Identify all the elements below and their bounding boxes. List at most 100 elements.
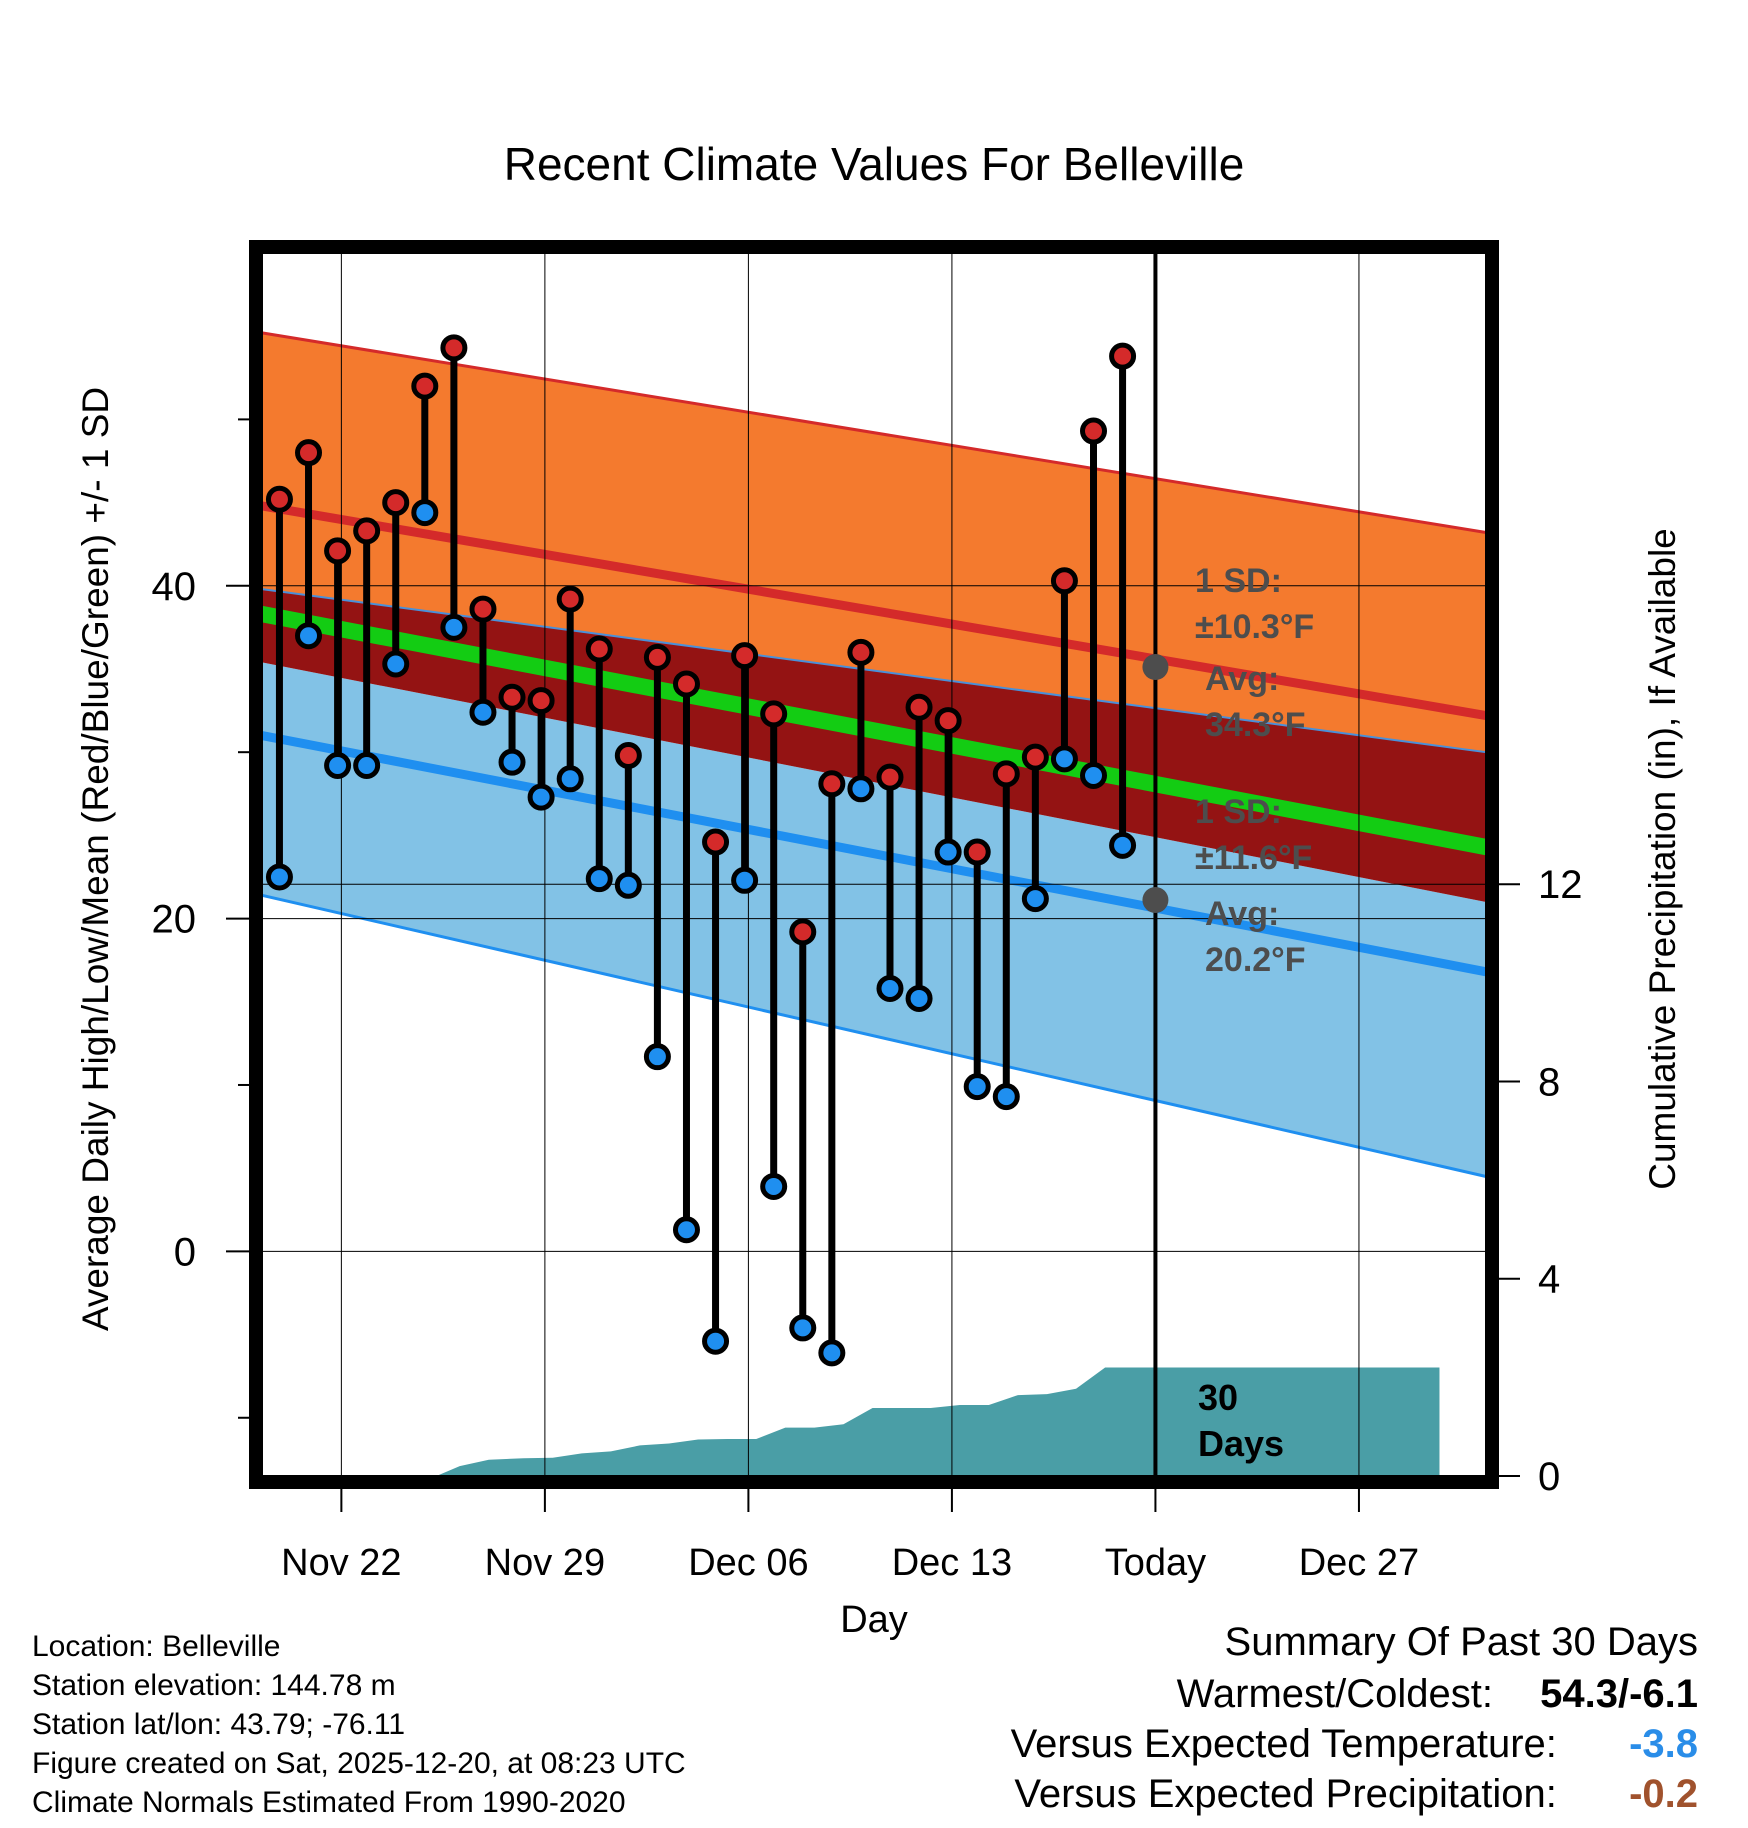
precip-area (436, 1367, 1440, 1476)
high-temp-point (585, 635, 613, 663)
low-sd-annotation: ±11.6°F (1195, 839, 1312, 877)
low-temp-point (818, 1339, 846, 1367)
high-temp-point (411, 372, 439, 400)
high-temp-point (382, 489, 410, 517)
x-tick-label: Dec 06 (688, 1542, 808, 1584)
high-temp-point (353, 517, 381, 545)
info-latlon: Station lat/lon: 43.79; -76.11 (32, 1708, 406, 1741)
low-temp-point (1021, 885, 1049, 913)
high-temp-point (556, 585, 584, 613)
high-temp-point (643, 643, 671, 671)
y-tick-label: 20 (152, 898, 197, 942)
low-temp-point (1050, 745, 1078, 773)
period-annotation: Days (1198, 1423, 1284, 1464)
high-temp-point (992, 760, 1020, 788)
info-elevation: Station elevation: 144.78 m (32, 1669, 396, 1702)
low-temp-point (295, 622, 323, 650)
plot-frame (249, 240, 1499, 1489)
low-temp-point (411, 499, 439, 527)
low-temp-point (672, 1216, 700, 1244)
low-temp-point (905, 984, 933, 1012)
low-temp-point (440, 613, 468, 641)
high-sd-band-edge (261, 331, 1487, 535)
high-temp-point (672, 670, 700, 698)
info-normals: Climate Normals Estimated From 1990-2020 (32, 1786, 626, 1819)
high-temp-point (469, 595, 497, 623)
high-temp-point (731, 642, 759, 670)
x-axis-label: Day (840, 1599, 908, 1641)
summary-warmest-value: 54.3/-6.1 (1540, 1672, 1698, 1716)
low-temp-point (1080, 761, 1108, 789)
low-temp-point (382, 650, 410, 678)
summary-heading: Summary Of Past 30 Days (1224, 1620, 1698, 1664)
high-sd-lower-line (261, 588, 1487, 754)
low-avg-annotation: 20.2°F (1205, 941, 1306, 979)
high-temp-point (905, 693, 933, 721)
high-avg-annotation: Avg: (1205, 660, 1279, 698)
y-axis-right-label: Cumulative Precipitation (in), If Availa… (1642, 528, 1683, 1190)
high-mean-line (261, 501, 1487, 721)
high-sd-band (262, 332, 1486, 753)
high-temp-point (440, 334, 468, 362)
low-temp-point (847, 775, 875, 803)
high-temp-point (963, 838, 991, 866)
low-temp-point (789, 1314, 817, 1342)
high-temp-point (265, 485, 293, 513)
low-avg-marker (1142, 887, 1169, 913)
period-annotation: 30 (1198, 1377, 1238, 1418)
summary-warmest-row: Warmest/Coldest: 54.3/-6.1 (1177, 1672, 1698, 1717)
x-tick-label: Dec 27 (1299, 1542, 1419, 1584)
summary-temp-row: Versus Expected Temperature: -3.8 (1011, 1722, 1698, 1767)
low-temp-point (992, 1083, 1020, 1111)
high-temp-point (498, 683, 526, 711)
high-temp-point (789, 918, 817, 946)
high-temp-point (702, 828, 730, 856)
low-mean-line (261, 731, 1487, 977)
high-temp-point (847, 638, 875, 666)
low-temp-point (731, 866, 759, 894)
summary-precip-row: Versus Expected Precipitation: -0.2 (1014, 1772, 1698, 1817)
low-temp-point (324, 751, 352, 779)
low-temp-point (643, 1043, 671, 1071)
low-temp-point (934, 838, 962, 866)
info-created: Figure created on Sat, 2025-12-20, at 08… (32, 1747, 686, 1780)
high-sd-annotation: 1 SD: (1195, 562, 1282, 600)
low-temp-point (702, 1327, 730, 1355)
x-tick-label: Nov 29 (485, 1542, 605, 1584)
summary-precip-label: Versus Expected Precipitation: (1014, 1772, 1557, 1816)
plot-area: 1 SD: ±10.3°F Avg: 34.3°F 1 SD: ±11.6°F Avg: 20… (152, 240, 1583, 1584)
low-temp-point (1109, 831, 1137, 859)
low-avg-annotation: Avg: (1205, 895, 1279, 933)
chart-title: Recent Climate Values For Belleville (504, 138, 1245, 190)
high-temp-point (295, 439, 323, 467)
high-temp-point (1050, 567, 1078, 595)
summary-temp-label: Versus Expected Temperature: (1010, 1722, 1557, 1766)
high-temp-point (876, 763, 904, 791)
high-avg-annotation: 34.3°F (1205, 706, 1306, 744)
summary-precip-value: -0.2 (1629, 1772, 1698, 1816)
x-tick-label: Today (1105, 1542, 1206, 1584)
high-temp-point (614, 742, 642, 770)
high-temp-point (760, 700, 788, 728)
low-temp-point (469, 698, 497, 726)
low-temp-point (353, 751, 381, 779)
high-temp-point (818, 770, 846, 798)
high-temp-point (527, 687, 555, 715)
high-temp-point (1080, 417, 1108, 445)
low-temp-point (265, 863, 293, 891)
low-temp-point (876, 974, 904, 1002)
high-sd-annotation: ±10.3°F (1195, 608, 1314, 646)
low-temp-point (614, 871, 642, 899)
high-temp-point (1021, 743, 1049, 771)
y-tick-label: 0 (174, 1230, 196, 1274)
y-right-tick-label: 0 (1538, 1455, 1560, 1499)
high-temp-point (324, 537, 352, 565)
y-right-tick-label: 12 (1538, 863, 1583, 907)
high-temp-point (1109, 342, 1137, 370)
x-tick-label: Dec 13 (892, 1542, 1012, 1584)
low-temp-point (760, 1172, 788, 1200)
low-temp-point (556, 765, 584, 793)
high-avg-marker (1142, 654, 1169, 680)
y-tick-label: 40 (152, 565, 197, 609)
